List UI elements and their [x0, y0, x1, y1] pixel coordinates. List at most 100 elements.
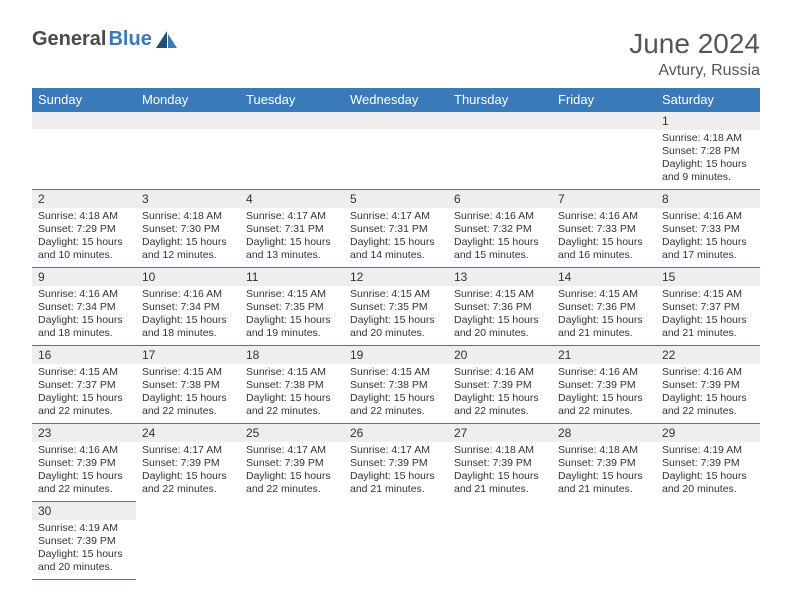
sunrise-line: Sunrise: 4:15 AM: [246, 288, 338, 301]
day-details: Sunrise: 4:17 AMSunset: 7:39 PMDaylight:…: [344, 442, 448, 501]
sunrise-line: Sunrise: 4:15 AM: [350, 288, 442, 301]
daylight-line: Daylight: 15 hours and 22 minutes.: [38, 470, 130, 496]
day-details: Sunrise: 4:16 AMSunset: 7:33 PMDaylight:…: [552, 208, 656, 267]
sunrise-line: Sunrise: 4:16 AM: [454, 210, 546, 223]
sunrise-line: Sunrise: 4:18 AM: [454, 444, 546, 457]
calendar-cell: 26Sunrise: 4:17 AMSunset: 7:39 PMDayligh…: [344, 424, 448, 502]
daylight-line: Daylight: 15 hours and 21 minutes.: [350, 470, 442, 496]
daylight-line: Daylight: 15 hours and 20 minutes.: [662, 470, 754, 496]
day-details: Sunrise: 4:16 AMSunset: 7:33 PMDaylight:…: [656, 208, 760, 267]
sunset-line: Sunset: 7:36 PM: [558, 301, 650, 314]
calendar-cell: 19Sunrise: 4:15 AMSunset: 7:38 PMDayligh…: [344, 346, 448, 424]
calendar-cell: 9Sunrise: 4:16 AMSunset: 7:34 PMDaylight…: [32, 268, 136, 346]
sunset-line: Sunset: 7:33 PM: [662, 223, 754, 236]
weekday-header: Wednesday: [344, 88, 448, 112]
calendar-cell: 21Sunrise: 4:16 AMSunset: 7:39 PMDayligh…: [552, 346, 656, 424]
day-details: Sunrise: 4:16 AMSunset: 7:39 PMDaylight:…: [32, 442, 136, 501]
day-number: 2: [32, 190, 136, 208]
calendar-cell: [136, 112, 240, 190]
sunrise-line: Sunrise: 4:15 AM: [454, 288, 546, 301]
day-number: [136, 502, 240, 519]
day-number: 8: [656, 190, 760, 208]
calendar-cell: 13Sunrise: 4:15 AMSunset: 7:36 PMDayligh…: [448, 268, 552, 346]
sunset-line: Sunset: 7:39 PM: [558, 379, 650, 392]
calendar-cell: [32, 112, 136, 190]
sunrise-line: Sunrise: 4:16 AM: [454, 366, 546, 379]
weekday-header: Sunday: [32, 88, 136, 112]
sunrise-line: Sunrise: 4:16 AM: [38, 288, 130, 301]
calendar-cell: 27Sunrise: 4:18 AMSunset: 7:39 PMDayligh…: [448, 424, 552, 502]
calendar-cell: 24Sunrise: 4:17 AMSunset: 7:39 PMDayligh…: [136, 424, 240, 502]
title-block: June 2024 Avtury, Russia: [629, 28, 760, 80]
brand-logo: GeneralBlue: [32, 28, 178, 51]
sunrise-line: Sunrise: 4:18 AM: [662, 132, 754, 145]
day-details: Sunrise: 4:16 AMSunset: 7:34 PMDaylight:…: [136, 286, 240, 345]
daylight-line: Daylight: 15 hours and 13 minutes.: [246, 236, 338, 262]
day-number: 23: [32, 424, 136, 442]
day-number: [552, 502, 656, 519]
calendar-cell: [448, 502, 552, 580]
calendar-cell: 14Sunrise: 4:15 AMSunset: 7:36 PMDayligh…: [552, 268, 656, 346]
sunset-line: Sunset: 7:39 PM: [142, 457, 234, 470]
calendar-cell: [240, 502, 344, 580]
day-details: Sunrise: 4:15 AMSunset: 7:37 PMDaylight:…: [32, 364, 136, 423]
day-details: Sunrise: 4:15 AMSunset: 7:38 PMDaylight:…: [136, 364, 240, 423]
day-number: [344, 502, 448, 519]
calendar-cell: 4Sunrise: 4:17 AMSunset: 7:31 PMDaylight…: [240, 190, 344, 268]
day-details: Sunrise: 4:15 AMSunset: 7:37 PMDaylight:…: [656, 286, 760, 345]
sunrise-line: Sunrise: 4:17 AM: [246, 210, 338, 223]
day-details: Sunrise: 4:18 AMSunset: 7:28 PMDaylight:…: [656, 130, 760, 189]
calendar-cell: 20Sunrise: 4:16 AMSunset: 7:39 PMDayligh…: [448, 346, 552, 424]
day-number: 10: [136, 268, 240, 286]
daylight-line: Daylight: 15 hours and 22 minutes.: [350, 392, 442, 418]
calendar-cell: 23Sunrise: 4:16 AMSunset: 7:39 PMDayligh…: [32, 424, 136, 502]
calendar-cell: 18Sunrise: 4:15 AMSunset: 7:38 PMDayligh…: [240, 346, 344, 424]
sunrise-line: Sunrise: 4:17 AM: [350, 210, 442, 223]
daylight-line: Daylight: 15 hours and 22 minutes.: [246, 392, 338, 418]
daylight-line: Daylight: 15 hours and 22 minutes.: [142, 470, 234, 496]
day-number: 11: [240, 268, 344, 286]
sunset-line: Sunset: 7:39 PM: [38, 535, 130, 548]
daylight-line: Daylight: 15 hours and 20 minutes.: [38, 548, 130, 574]
day-details: Sunrise: 4:19 AMSunset: 7:39 PMDaylight:…: [32, 520, 136, 579]
daylight-line: Daylight: 15 hours and 14 minutes.: [350, 236, 442, 262]
sunset-line: Sunset: 7:39 PM: [246, 457, 338, 470]
sunrise-line: Sunrise: 4:15 AM: [142, 366, 234, 379]
daylight-line: Daylight: 15 hours and 21 minutes.: [558, 470, 650, 496]
weekday-header: Saturday: [656, 88, 760, 112]
day-number: 1: [656, 112, 760, 130]
calendar-cell: [656, 502, 760, 580]
sunset-line: Sunset: 7:28 PM: [662, 145, 754, 158]
day-number: 24: [136, 424, 240, 442]
day-number: 20: [448, 346, 552, 364]
day-details: Sunrise: 4:17 AMSunset: 7:31 PMDaylight:…: [240, 208, 344, 267]
calendar-cell: 7Sunrise: 4:16 AMSunset: 7:33 PMDaylight…: [552, 190, 656, 268]
calendar-cell: 3Sunrise: 4:18 AMSunset: 7:30 PMDaylight…: [136, 190, 240, 268]
location-subtitle: Avtury, Russia: [629, 62, 760, 80]
sunset-line: Sunset: 7:35 PM: [350, 301, 442, 314]
day-details: Sunrise: 4:17 AMSunset: 7:31 PMDaylight:…: [344, 208, 448, 267]
calendar-cell: [448, 112, 552, 190]
day-number: [656, 502, 760, 519]
sunset-line: Sunset: 7:39 PM: [454, 379, 546, 392]
sunset-line: Sunset: 7:39 PM: [662, 379, 754, 392]
month-year-title: June 2024: [629, 28, 760, 60]
sunset-line: Sunset: 7:38 PM: [142, 379, 234, 392]
calendar-cell: 22Sunrise: 4:16 AMSunset: 7:39 PMDayligh…: [656, 346, 760, 424]
sunset-line: Sunset: 7:39 PM: [558, 457, 650, 470]
day-number: 22: [656, 346, 760, 364]
day-number: 28: [552, 424, 656, 442]
day-details: Sunrise: 4:18 AMSunset: 7:29 PMDaylight:…: [32, 208, 136, 267]
day-number: 19: [344, 346, 448, 364]
calendar-cell: [344, 112, 448, 190]
sunset-line: Sunset: 7:36 PM: [454, 301, 546, 314]
sunset-line: Sunset: 7:37 PM: [662, 301, 754, 314]
sunrise-line: Sunrise: 4:17 AM: [246, 444, 338, 457]
calendar-cell: 28Sunrise: 4:18 AMSunset: 7:39 PMDayligh…: [552, 424, 656, 502]
day-details: Sunrise: 4:17 AMSunset: 7:39 PMDaylight:…: [136, 442, 240, 501]
sunset-line: Sunset: 7:38 PM: [350, 379, 442, 392]
calendar-cell: 25Sunrise: 4:17 AMSunset: 7:39 PMDayligh…: [240, 424, 344, 502]
day-details: Sunrise: 4:15 AMSunset: 7:38 PMDaylight:…: [344, 364, 448, 423]
sunrise-line: Sunrise: 4:16 AM: [38, 444, 130, 457]
day-details: Sunrise: 4:15 AMSunset: 7:35 PMDaylight:…: [344, 286, 448, 345]
